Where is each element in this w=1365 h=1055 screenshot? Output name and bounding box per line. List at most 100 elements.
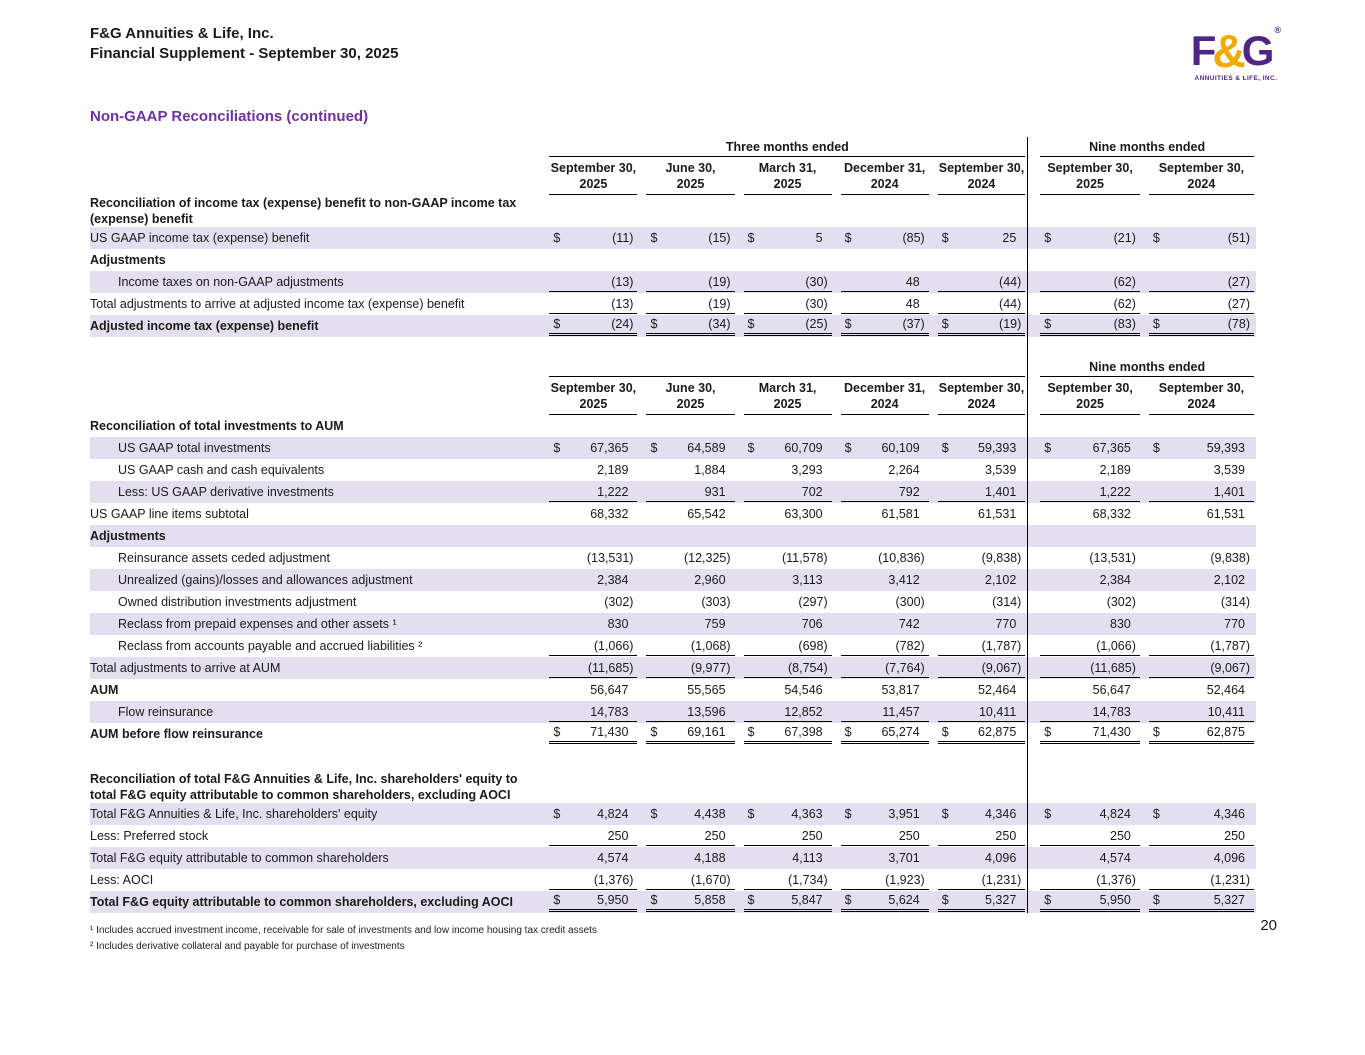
column-header: September 30, 2024 <box>1141 157 1256 195</box>
cell-value: 792 <box>898 484 920 499</box>
value-cell: (19) <box>639 293 736 315</box>
value-cell: 48 <box>834 293 931 315</box>
column-header: September 30, 2024 <box>1141 377 1256 415</box>
cell-value: (19) <box>708 274 731 289</box>
value-cell: 3,412 <box>833 569 931 591</box>
cell-value: (13,531) <box>1089 551 1136 565</box>
dollar-sign: $ <box>844 317 852 331</box>
table-row: Less: Preferred stock 250 250 250 250 250 250 2… <box>90 825 1256 847</box>
cell-value: 830 <box>607 617 629 631</box>
nine-months-group-cell: Nine months ended <box>1027 357 1256 377</box>
cell-value: (27) <box>1227 274 1250 289</box>
value-cell: 68,332 <box>1027 503 1142 525</box>
cell-value: (1,066) <box>1096 638 1136 653</box>
column-header: September 30, 2024 <box>930 377 1028 415</box>
cell-value: 10,411 <box>1207 704 1245 719</box>
cell-value: 4,188 <box>694 851 726 865</box>
row-label: US GAAP income tax (expense) benefit <box>90 227 543 249</box>
cell-value: 67,365 <box>590 441 629 455</box>
cell-value: 5,858 <box>694 893 726 907</box>
cell-value: (1,068) <box>690 638 731 653</box>
column-header: September 30, 2024 <box>930 157 1028 195</box>
value-cell: $5,950 <box>542 891 640 913</box>
cell-value: 3,412 <box>888 573 920 587</box>
row-label: AUM before flow reinsurance <box>90 727 263 741</box>
value-cell: 3,539 <box>931 459 1028 481</box>
row-label: Income taxes on non-GAAP adjustments <box>90 271 543 293</box>
cell-value: (44) <box>999 296 1022 311</box>
row-label: Less: AOCI <box>90 873 154 887</box>
cell-value: 11,457 <box>882 704 920 719</box>
value-cell <box>834 771 931 803</box>
value-cell: 12,852 <box>736 701 834 723</box>
cell-value: (13,531) <box>586 551 634 565</box>
cell-value: 3,951 <box>888 807 920 821</box>
cell-value: 770 <box>1224 617 1245 631</box>
cell-value: 61,531 <box>1206 507 1245 521</box>
value-cell: (1,734) <box>737 869 834 891</box>
value-cell: $4,824 <box>1027 803 1142 825</box>
value-cell: 61,531 <box>931 503 1028 525</box>
value-cell: $59,393 <box>1141 437 1256 459</box>
dollar-sign: $ <box>941 441 949 455</box>
three-months-group-cell <box>542 357 1028 377</box>
value-cell: $4,438 <box>639 803 737 825</box>
column-header-row: September 30, 2025 June 30, 2025 March 31, 20… <box>90 377 1256 415</box>
cell-value: 63,300 <box>784 507 823 521</box>
value-cell: (9,838) <box>1142 547 1256 569</box>
value-cell: 14,783 <box>542 701 640 723</box>
cell-value: 742 <box>898 617 920 631</box>
cell-value: (13) <box>611 296 634 311</box>
value-cell: 4,113 <box>736 847 834 869</box>
table-row: Unrealized (gains)/losses and allowances… <box>90 569 1256 591</box>
value-cell <box>1027 525 1142 547</box>
row-label: Adjustments <box>90 253 166 267</box>
cell-value: 54,546 <box>784 683 823 697</box>
value-cell: (1,787) <box>1142 635 1256 657</box>
cell-value: (302) <box>1106 595 1136 609</box>
cell-value: 48 <box>905 274 920 289</box>
value-cell: 10,411 <box>1141 701 1256 723</box>
value-cell <box>1027 195 1142 227</box>
value-cell: 250 <box>1142 825 1256 847</box>
value-cell: (1,066) <box>542 635 639 657</box>
cell-value: 67,398 <box>784 725 823 739</box>
value-cell: (30) <box>737 293 834 315</box>
dollar-sign: $ <box>650 231 658 245</box>
value-cell: (13) <box>542 293 639 315</box>
value-cell: (62) <box>1027 293 1142 315</box>
value-cell: 61,531 <box>1142 503 1256 525</box>
cell-value: (1,231) <box>1210 872 1250 887</box>
value-cell: $3,951 <box>833 803 931 825</box>
value-cell: 2,189 <box>542 459 639 481</box>
value-cell: $71,430 <box>1027 723 1142 745</box>
value-cell <box>1141 525 1256 547</box>
value-cell: 3,113 <box>736 569 834 591</box>
value-cell: $4,346 <box>930 803 1028 825</box>
cell-value: 4,363 <box>791 807 823 821</box>
value-cell: (11,685) <box>542 657 640 679</box>
cell-value: (44) <box>999 274 1022 289</box>
value-cell: (1,376) <box>542 869 639 891</box>
three-months-ended-label: Three months ended <box>549 140 1026 157</box>
row-label: Reclass from prepaid expenses and other … <box>90 613 543 635</box>
value-cell: 770 <box>930 613 1028 635</box>
cell-value: 931 <box>704 484 726 499</box>
cell-value: 59,393 <box>1206 441 1245 455</box>
dollar-sign: $ <box>1044 317 1052 331</box>
value-cell: $25 <box>930 227 1028 249</box>
value-cell: (782) <box>834 635 931 657</box>
cell-value: (314) <box>1220 595 1250 609</box>
column-header: December 31, 2024 <box>833 157 931 195</box>
value-cell: 2,102 <box>930 569 1028 591</box>
cell-value: 2,264 <box>888 463 920 477</box>
dollar-sign: $ <box>553 893 561 907</box>
value-cell: (1,066) <box>1027 635 1142 657</box>
cell-value: (85) <box>902 231 925 245</box>
cell-value: 3,701 <box>888 851 920 865</box>
value-cell: (62) <box>1027 271 1142 293</box>
value-cell: 830 <box>542 613 640 635</box>
cell-value: 2,960 <box>694 573 726 587</box>
cell-value: (297) <box>798 595 828 609</box>
table-row: Income taxes on non-GAAP adjustments (13)… <box>90 271 1256 293</box>
